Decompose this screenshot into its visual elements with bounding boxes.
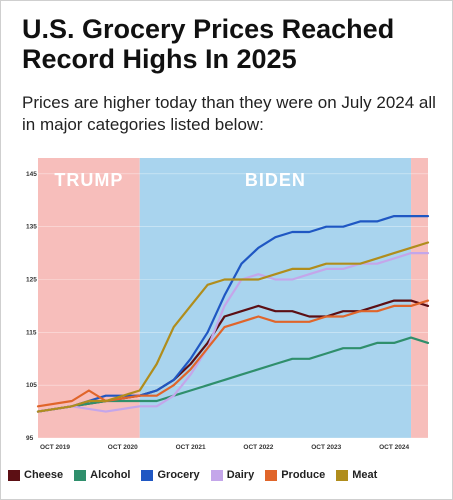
grid-lines [38,173,428,439]
x-tick-label: OCT 2024 [379,444,409,451]
region-biden [139,158,412,438]
legend-swatch [336,469,349,481]
series-line-alcohol [36,336,430,413]
region-label-trump: TRUMP [54,170,123,190]
legend-swatch [74,469,87,481]
legend-label: Meat [352,469,378,481]
legend-label: Alcohol [90,469,131,481]
y-tick-label: 125 [26,277,37,284]
legend-item-alcohol: Alcohol [74,469,130,481]
region-label-biden: BIDEN [245,170,306,190]
x-tick-label: OCT 2023 [311,444,341,451]
legend-item-grocery: Grocery [141,469,200,481]
x-tick-label: OCT 2021 [176,444,206,451]
x-tick-label: OCT 2019 [40,444,70,451]
chart-subtitle: Prices are higher today than they were o… [22,93,436,134]
region-band-2 [411,158,428,438]
series-line-meat [36,241,430,413]
x-tick-label: OCT 2020 [108,444,138,451]
y-tick-label: 135 [26,224,37,231]
legend-label: Cheese [24,469,64,481]
legend-label: Dairy [226,469,255,481]
series-line-grocery [36,215,430,413]
series-line-dairy [36,252,430,413]
series-lines [36,215,430,413]
legend-label: Grocery [157,469,200,481]
series-line-produce [36,299,430,408]
axis-labels: 95 105 115 125 135 145 OCT 2019 OCT 2020 OCT 202… [26,171,409,451]
legend-item-cheese: Cheese [8,469,63,481]
legend-swatch [210,469,223,481]
y-tick-label: 105 [26,382,37,389]
legend-item-dairy: Dairy [210,469,255,481]
legend-item-meat: Meat [336,469,377,481]
chart-title: U.S. Grocery Prices Reached Record Highs… [22,14,395,74]
legend-swatch [8,469,20,481]
y-tick-label: 95 [26,435,34,442]
legend-item-produce: Produce [265,469,325,481]
y-tick-label: 115 [26,329,37,336]
legend: Cheese Alcohol Grocery Dairy Produce Meat [8,469,377,481]
legend-swatch [141,469,154,481]
x-tick-label: OCT 2022 [243,444,273,451]
legend-label: Produce [281,469,326,481]
legend-swatch [265,469,278,481]
y-tick-label: 145 [26,171,37,178]
